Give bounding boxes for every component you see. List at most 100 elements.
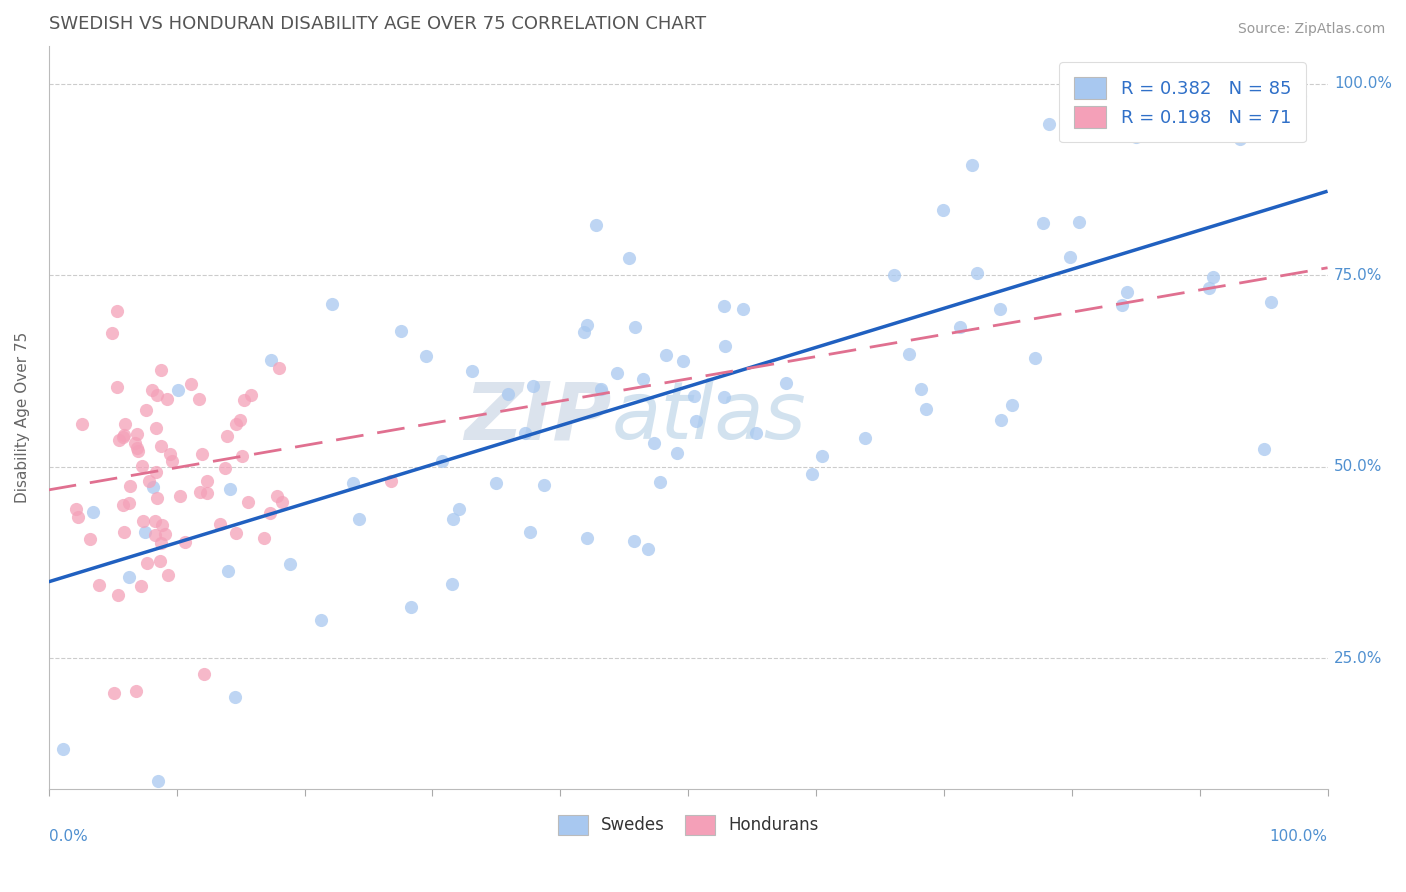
Point [574, 325, 596, 339]
Point [214, 460, 236, 475]
Point [146, 773, 169, 788]
Point [949, 319, 972, 334]
Text: SWEDISH VS HONDURAN DISABILITY AGE OVER 75 CORRELATION CHART: SWEDISH VS HONDURAN DISABILITY AGE OVER … [49, 15, 706, 33]
Point [149, 535, 172, 549]
Point [167, 383, 190, 397]
Point [522, 379, 544, 393]
Point [585, 218, 607, 232]
Point [125, 426, 148, 441]
Point [217, 429, 239, 443]
Point [1260, 294, 1282, 309]
Point [143, 528, 166, 542]
Point [990, 413, 1012, 427]
Point [591, 382, 613, 396]
Y-axis label: Disability Age Over 75: Disability Age Over 75 [15, 332, 30, 503]
Point [1229, 131, 1251, 145]
Point [129, 579, 152, 593]
Point [733, 302, 755, 317]
Text: 50.0%: 50.0% [1334, 459, 1382, 475]
Text: atlas: atlas [612, 378, 806, 456]
Point [533, 478, 555, 492]
Text: 100.0%: 100.0% [1270, 830, 1327, 845]
Text: 0.0%: 0.0% [49, 830, 87, 845]
Text: 100.0%: 100.0% [1334, 77, 1392, 92]
Point [236, 495, 259, 509]
Point [685, 414, 707, 428]
Point [1247, 62, 1270, 76]
Point [65, 501, 87, 516]
Point [135, 403, 157, 417]
Point [260, 352, 283, 367]
Point [637, 542, 659, 557]
Point [193, 667, 215, 681]
Point [146, 491, 169, 505]
Point [124, 435, 146, 450]
Point [1125, 130, 1147, 145]
Point [575, 531, 598, 545]
Point [1202, 269, 1225, 284]
Point [219, 482, 242, 496]
Point [118, 570, 141, 584]
Point [259, 506, 281, 520]
Point [1253, 442, 1275, 456]
Point [120, 479, 142, 493]
Point [1111, 298, 1133, 312]
Point [665, 446, 688, 460]
Point [125, 684, 148, 698]
Point [1288, 89, 1310, 103]
Point [897, 347, 920, 361]
Point [107, 588, 129, 602]
Point [1059, 250, 1081, 264]
Point [513, 425, 536, 440]
Point [143, 514, 166, 528]
Text: 75.0%: 75.0% [1334, 268, 1382, 283]
Point [631, 371, 654, 385]
Point [1272, 62, 1295, 76]
Point [174, 534, 197, 549]
Point [775, 376, 797, 390]
Point [114, 417, 136, 432]
Text: 25.0%: 25.0% [1334, 651, 1382, 665]
Legend: Swedes, Hondurans: Swedes, Hondurans [550, 806, 827, 843]
Point [988, 302, 1011, 317]
Point [800, 467, 823, 481]
Point [195, 486, 218, 500]
Point [811, 449, 834, 463]
Point [309, 613, 332, 627]
Point [1067, 215, 1090, 229]
Point [160, 454, 183, 468]
Point [138, 474, 160, 488]
Point [253, 531, 276, 545]
Point [66, 510, 89, 524]
Point [101, 326, 124, 341]
Point [150, 518, 173, 533]
Point [461, 364, 484, 378]
Point [624, 320, 647, 334]
Point [683, 389, 706, 403]
Point [321, 297, 343, 311]
Point [430, 454, 453, 468]
Point [1038, 117, 1060, 131]
Point [195, 474, 218, 488]
Point [232, 393, 254, 408]
Point [229, 413, 252, 427]
Point [149, 554, 172, 568]
Point [643, 436, 665, 450]
Point [519, 525, 541, 540]
Point [188, 484, 211, 499]
Point [966, 266, 988, 280]
Point [225, 417, 247, 431]
Point [145, 420, 167, 434]
Point [415, 349, 437, 363]
Point [449, 502, 471, 516]
Point [239, 387, 262, 401]
Point [910, 382, 932, 396]
Point [217, 564, 239, 578]
Point [82, 505, 104, 519]
Point [169, 489, 191, 503]
Point [655, 348, 678, 362]
Point [617, 251, 640, 265]
Point [52, 742, 75, 756]
Point [266, 489, 288, 503]
Point [112, 525, 135, 540]
